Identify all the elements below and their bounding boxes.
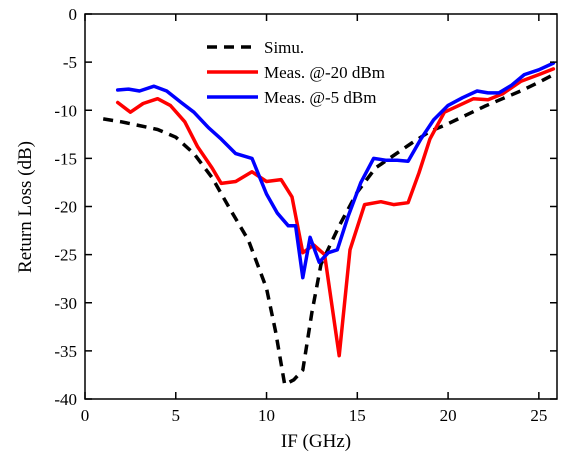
x-axis-title: IF (GHz)	[281, 431, 351, 452]
y-tick-label: -20	[54, 198, 77, 217]
x-tick-label: 10	[258, 406, 275, 425]
y-tick-label: 0	[69, 5, 78, 24]
legend-label-0: Simu.	[264, 38, 304, 57]
x-tick-label: 5	[172, 406, 181, 425]
x-tick-label: 0	[81, 406, 90, 425]
y-tick-label: -25	[54, 246, 77, 265]
x-tick-label: 20	[440, 406, 457, 425]
y-tick-label: -10	[54, 101, 77, 120]
y-tick-label: -5	[63, 53, 77, 72]
series-line-0	[103, 76, 551, 385]
x-tick-label: 15	[349, 406, 366, 425]
series-line-1	[118, 69, 554, 356]
y-tick-label: -15	[54, 149, 77, 168]
x-tick-label: 25	[530, 406, 547, 425]
y-tick-label: -30	[54, 294, 77, 313]
y-tick-label: -40	[54, 390, 77, 409]
legend-label-1: Meas. @-20 dBm	[264, 63, 385, 82]
series-lines	[103, 63, 553, 385]
y-tick-label: -35	[54, 342, 77, 361]
legend-label-2: Meas. @-5 dBm	[264, 88, 376, 107]
y-axis-title: Return Loss (dB)	[15, 141, 36, 273]
legend: Simu. Meas. @-20 dBm Meas. @-5 dBm	[207, 38, 385, 107]
